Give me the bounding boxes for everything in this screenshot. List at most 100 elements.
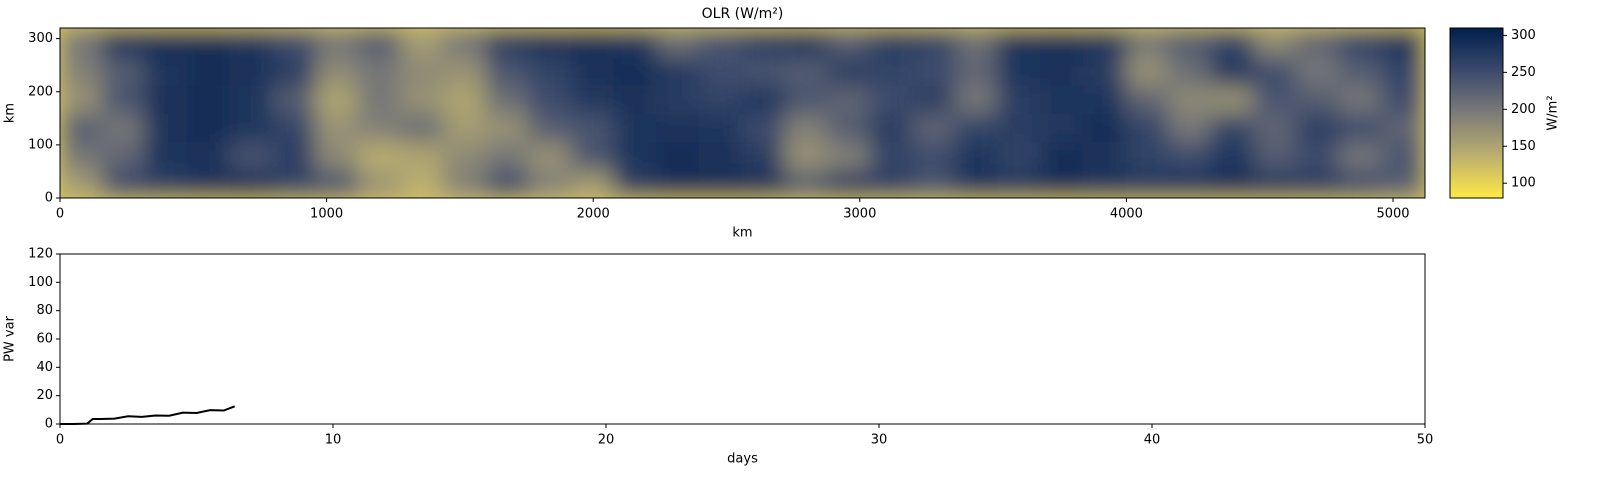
x-tick-label: 0: [56, 207, 64, 222]
heatmap-cell: [997, 28, 1043, 58]
heatmap-cell: [912, 140, 957, 171]
heatmap-cell: [186, 140, 232, 171]
heatmap-cell: [101, 140, 147, 171]
x-tick-label: 40: [1144, 433, 1161, 448]
heatmap-cell: [912, 112, 957, 143]
heatmap-cell: [613, 55, 659, 86]
chart-title: OLR (W/m²): [702, 6, 784, 22]
colorbar-tick-label: 300: [1511, 28, 1536, 43]
x-axis-label: days: [727, 452, 758, 467]
heatmap-cell: [1125, 140, 1171, 171]
heatmap-cell: [997, 168, 1043, 198]
heatmap-cell: [656, 140, 701, 171]
heatmap-cell: [229, 168, 275, 198]
x-axis-label: km: [732, 226, 752, 241]
heatmap-cell: [1338, 112, 1384, 143]
heatmap-cell: [1338, 140, 1384, 171]
heatmap-cell: [272, 168, 317, 198]
heatmap-cell: [698, 112, 744, 143]
heatmap-cell: [1253, 168, 1299, 198]
heatmap-cell: [1040, 112, 1085, 143]
heatmap-cell: [698, 83, 744, 114]
x-tick-label: 2000: [577, 207, 610, 222]
heatmap-cell: [656, 168, 701, 198]
heatmap-cell: [144, 140, 189, 171]
heatmap-cell: [997, 83, 1043, 114]
heatmap-cell: [442, 140, 488, 171]
heatmap-cell: [1040, 168, 1085, 198]
heatmap-cell: [442, 168, 488, 198]
heatmap-cell: [1210, 28, 1256, 58]
heatmap-cell: [186, 112, 232, 143]
heatmap-cell: [229, 55, 275, 86]
heatmap-cell: [826, 28, 872, 58]
heatmap-cell: [741, 168, 787, 198]
heatmap-cell: [314, 140, 360, 171]
heatmap-cell: [954, 112, 1000, 143]
heatmap-cell: [1168, 140, 1213, 171]
heatmap-cell: [229, 112, 275, 143]
x-tick-label: 4000: [1110, 207, 1143, 222]
heatmap-cell: [186, 55, 232, 86]
heatmap-cell: [1082, 55, 1128, 86]
y-tick-label: 80: [36, 303, 53, 318]
heatmap-cell: [869, 168, 915, 198]
heatmap-cell: [1296, 28, 1341, 58]
heatmap-cell: [570, 168, 616, 198]
heatmap-cell: [997, 140, 1043, 171]
heatmap-cell: [272, 55, 317, 86]
heatmap-cell: [1338, 168, 1384, 198]
heatmap-cell: [1082, 83, 1128, 114]
heatmap-cell: [314, 28, 360, 58]
heatmap-cell: [741, 140, 787, 171]
heatmap-cell: [144, 55, 189, 86]
x-tick-label: 1000: [310, 207, 343, 222]
heatmap-cell: [101, 168, 147, 198]
heatmap-cell: [784, 140, 829, 171]
heatmap-cell: [60, 55, 104, 86]
y-tick-label: 120: [28, 247, 53, 262]
heatmap-cell: [400, 28, 445, 58]
heatmap-cell: [528, 112, 573, 143]
heatmap-cell: [912, 55, 957, 86]
heatmap-cell: [1210, 112, 1256, 143]
axes-frame: [59, 253, 1426, 425]
heatmap-cell: [442, 55, 488, 86]
heatmap-cell: [314, 168, 360, 198]
y-tick-label: 20: [36, 388, 53, 403]
heatmap-cell: [485, 168, 531, 198]
heatmap-cell: [357, 83, 403, 114]
heatmap-cell: [357, 112, 403, 143]
heatmap-cell: [60, 28, 104, 58]
heatmap-cell: [528, 55, 573, 86]
heatmap-cell: [1253, 28, 1299, 58]
heatmap-cell: [528, 28, 573, 58]
heatmap-cell: [1338, 55, 1384, 86]
heatmap-cell: [741, 83, 787, 114]
y-tick-label: 60: [36, 332, 53, 347]
heatmap-cell: [314, 55, 360, 86]
heatmap-cell: [229, 83, 275, 114]
heatmap-cell: [400, 55, 445, 86]
heatmap-cell: [1082, 112, 1128, 143]
heatmap-cell: [485, 55, 531, 86]
heatmap-cell: [442, 28, 488, 58]
heatmap-cell: [400, 140, 445, 171]
heatmap-cell: [954, 168, 1000, 198]
heatmap-cell: [272, 83, 317, 114]
heatmap-cell: [1040, 140, 1085, 171]
heatmap-cell: [1296, 55, 1341, 86]
heatmap-cell: [60, 83, 104, 114]
heatmap-cell: [784, 168, 829, 198]
heatmap-cell: [912, 28, 957, 58]
heatmap-cell: [570, 140, 616, 171]
heatmap-cell: [1168, 168, 1213, 198]
y-tick-label: 100: [28, 137, 53, 152]
x-tick-label: 20: [598, 433, 615, 448]
heatmap-cell: [698, 168, 744, 198]
heatmap-cell: [314, 83, 360, 114]
heatmap-cell: [741, 28, 787, 58]
heatmap-cell: [1253, 55, 1299, 86]
heatmap-cell: [314, 112, 360, 143]
heatmap-cell: [954, 55, 1000, 86]
